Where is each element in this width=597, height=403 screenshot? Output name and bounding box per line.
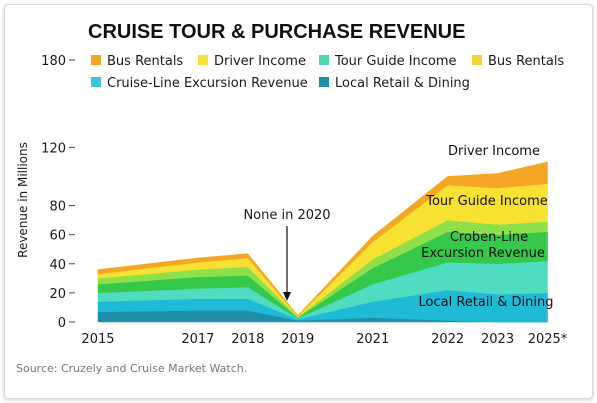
x-tick-label-3: 2019	[281, 332, 314, 347]
area-series-6	[97, 161, 548, 317]
source-note: Source: Cruzely and Cruise Market Watch.	[16, 362, 247, 375]
x-tick-label-1: 2017	[181, 332, 214, 347]
annotation-none-2020: None in 2020	[243, 208, 331, 301]
x-tick-label-0: 2015	[81, 332, 114, 347]
legend-label-3: Bus Rentals	[488, 54, 564, 69]
y-tick-label-6: 180	[41, 54, 66, 69]
legend-label-5: Local Retail & Dining	[335, 76, 470, 91]
y-tick-label-2: 40	[49, 258, 66, 273]
y-tick-label-1: 20	[49, 287, 66, 302]
legend-swatch-0	[91, 55, 101, 65]
legend: Bus Rentals Driver Income Tour Guide Incom…	[91, 54, 564, 91]
area-label-local-retail-dining: Local Retail & Dining	[419, 295, 554, 310]
x-tick-label-4: 2021	[356, 332, 389, 347]
area-label-croben-line: Croben-Line	[450, 230, 528, 245]
x-tick-label-2: 2018	[231, 332, 264, 347]
axes: 0 20 40 60 80 120 180 2015 2017 2018 2019 2021 2022 2…	[41, 54, 568, 347]
legend-label-0: Bus Rentals	[107, 54, 183, 69]
y-tick-label-5: 120	[41, 141, 66, 156]
legend-swatch-5	[319, 77, 329, 87]
legend-label-2: Tour Guide Income	[334, 54, 457, 69]
area-label-driver-income: Driver Income	[448, 144, 540, 159]
chart-title: CRUISE TOUR & PURCHASE REVENUE	[88, 21, 465, 43]
legend-label-4: Cruise-Line Excursion Revenue	[107, 76, 308, 91]
legend-swatch-1	[198, 55, 208, 65]
area-label-excursion-revenue: Excursion Revenue	[421, 246, 545, 261]
legend-swatch-3	[472, 55, 482, 65]
x-tick-label-7: 2025*	[528, 332, 568, 347]
plot-areas	[97, 161, 548, 323]
y-axis-label: Revenue in Millions	[16, 142, 30, 258]
x-tick-label-5: 2022	[431, 332, 464, 347]
y-tick-label-4: 80	[49, 200, 66, 215]
annotation-arrow-head	[283, 292, 291, 301]
x-tick-label-6: 2023	[481, 332, 514, 347]
annotation-none-in-2020: None in 2020	[243, 208, 330, 223]
legend-swatch-2	[319, 55, 329, 65]
y-tick-label-3: 60	[49, 229, 66, 244]
area-label-tour-guide-income: Tour Guide Income	[425, 194, 548, 209]
y-tick-label-0: 0	[58, 316, 66, 331]
legend-swatch-4	[91, 77, 101, 87]
legend-label-1: Driver Income	[214, 54, 306, 69]
